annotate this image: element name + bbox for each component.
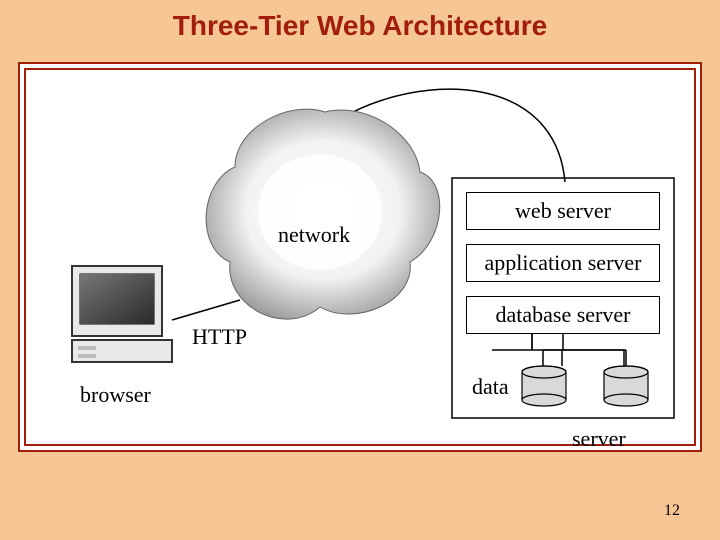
page-number: 12: [664, 502, 680, 520]
browser-label: browser: [80, 382, 151, 408]
network-cloud: [206, 109, 440, 319]
server-label: server: [572, 426, 626, 452]
web-server-label: web server: [515, 198, 611, 224]
disk1-icon: [522, 366, 566, 406]
page-title: Three-Tier Web Architecture: [0, 10, 720, 42]
edge-browser-to-cloud: [172, 300, 240, 320]
database-server-label: database server: [496, 302, 631, 328]
diagram-panel: web server application server database s…: [18, 62, 702, 452]
disk2-icon: [604, 366, 648, 406]
application-server-box: application server: [466, 244, 660, 282]
http-label: HTTP: [192, 324, 247, 350]
web-server-box: web server: [466, 192, 660, 230]
data-label: data: [472, 374, 509, 400]
network-label: network: [278, 222, 350, 248]
diagram-stage: web server application server database s…: [20, 64, 700, 450]
application-server-label: application server: [485, 250, 642, 276]
database-server-box: database server: [466, 296, 660, 334]
browser-computer-icon: [72, 266, 172, 362]
